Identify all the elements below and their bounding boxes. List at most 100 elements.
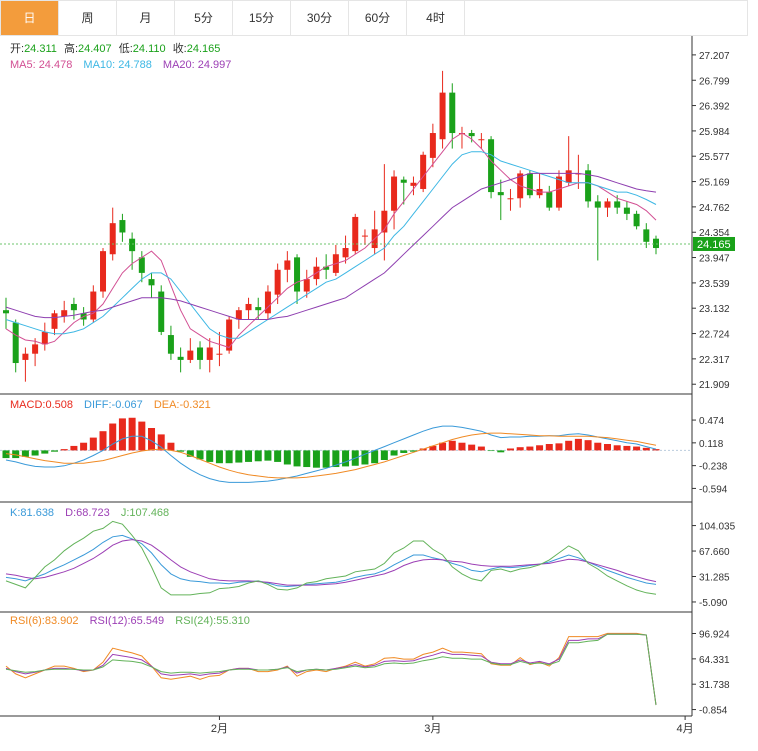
- tab-4hour[interactable]: 4时: [407, 1, 465, 35]
- macd-bar: [215, 450, 223, 464]
- tab-day[interactable]: 日: [1, 1, 59, 35]
- candle: [148, 272, 155, 298]
- candle-body: [507, 198, 514, 200]
- macd-bar: [254, 450, 262, 462]
- candle: [332, 244, 339, 276]
- macd-bar: [283, 450, 291, 465]
- candle: [12, 319, 19, 373]
- candle-body: [284, 260, 291, 270]
- macd-bar: [642, 447, 650, 451]
- candle-body: [22, 353, 29, 360]
- macd-bar: [303, 450, 311, 468]
- kdj-tick-label: 104.035: [699, 522, 736, 533]
- macd-bar: [128, 417, 136, 451]
- candle: [226, 316, 233, 354]
- macd-bar: [516, 447, 524, 451]
- rsi-tick-label: 64.331: [699, 655, 730, 666]
- price-tick-label: 25.169: [699, 178, 730, 189]
- last-price-label: 24.165: [697, 239, 731, 251]
- macd-legend: MACD:0.508 DIFF:-0.067 DEA:-0.321: [10, 399, 211, 411]
- candle-body: [41, 331, 48, 345]
- macd-bar: [380, 450, 388, 460]
- kdj-tick-label: -5.090: [699, 598, 728, 609]
- rsi-tick-label: 96.924: [699, 630, 730, 641]
- candle: [643, 223, 650, 249]
- candle-body: [167, 335, 174, 354]
- candle: [555, 170, 562, 211]
- candle-body: [158, 291, 165, 332]
- candle: [653, 235, 659, 255]
- candle-body: [342, 248, 349, 258]
- candle: [235, 307, 242, 329]
- candle-body: [255, 307, 262, 311]
- macd-tick-label: 0.118: [699, 439, 724, 450]
- candle-body: [70, 303, 77, 311]
- macd-bar: [206, 450, 214, 462]
- candle: [32, 338, 39, 367]
- macd-bar: [603, 444, 611, 451]
- price-tick-label: 27.207: [699, 51, 730, 62]
- macd-bar: [274, 450, 282, 462]
- macd-bar: [264, 450, 272, 461]
- candle-body: [633, 213, 640, 227]
- candle: [197, 341, 204, 370]
- candle-body: [653, 238, 659, 249]
- tab-month[interactable]: 月: [117, 1, 175, 35]
- candle: [100, 248, 107, 298]
- rsi24-line: [5, 633, 657, 706]
- candle-body: [3, 310, 9, 314]
- candle: [90, 285, 97, 323]
- macd-bar: [70, 445, 78, 451]
- tab-15min[interactable]: 15分: [233, 1, 291, 35]
- candle-body: [235, 310, 242, 320]
- macd-bar: [477, 446, 485, 451]
- price-tick-label: 25.577: [699, 152, 730, 163]
- price-tick-label: 23.132: [699, 304, 730, 315]
- macd-bar: [12, 450, 20, 459]
- candle-body: [100, 251, 107, 292]
- macd-bar: [322, 450, 330, 468]
- candle-body: [526, 173, 533, 196]
- candle-body: [12, 322, 19, 364]
- candle: [585, 164, 592, 208]
- tab-week[interactable]: 周: [59, 1, 117, 35]
- tab-5min[interactable]: 5分: [175, 1, 233, 35]
- macd-bar: [118, 418, 126, 451]
- candle: [187, 338, 194, 364]
- macd-bar: [31, 450, 39, 456]
- tab-30min[interactable]: 30分: [291, 1, 349, 35]
- macd-bar: [400, 450, 408, 453]
- macd-bar: [545, 444, 553, 451]
- macd-tick-label: -0.238: [699, 462, 728, 473]
- price-tick-label: 21.909: [699, 380, 730, 391]
- candle-body: [274, 269, 281, 295]
- macd-bar: [439, 442, 447, 451]
- macd-bar: [526, 446, 534, 451]
- candle-body: [643, 229, 650, 242]
- candle-body: [497, 192, 504, 196]
- time-tick-label: 3月: [424, 723, 441, 735]
- macd-bar: [613, 445, 621, 451]
- candle: [429, 123, 436, 168]
- tab-60min[interactable]: 60分: [349, 1, 407, 35]
- candle-body: [439, 92, 446, 140]
- candle-body: [604, 201, 611, 208]
- macd-bar: [342, 450, 350, 467]
- candle: [565, 136, 572, 186]
- macd-bar: [468, 444, 476, 451]
- macd-bar: [623, 445, 631, 451]
- macd-tick-label: 0.474: [699, 416, 724, 427]
- macd-bar: [584, 440, 592, 451]
- candle-body: [245, 303, 252, 311]
- stock-chart[interactable]: 27.207 26.799 26.392 25.984 25.577 25.169 24.7…: [0, 36, 758, 751]
- candle: [167, 325, 174, 360]
- macd-panel: [0, 417, 692, 483]
- macd-bar: [109, 423, 117, 451]
- candle: [342, 235, 349, 264]
- candle-body: [138, 257, 145, 273]
- candle-body: [449, 92, 456, 134]
- candle: [497, 179, 504, 221]
- macd-bar: [487, 450, 495, 452]
- candle-body: [119, 220, 126, 233]
- ma10-line: [5, 151, 657, 339]
